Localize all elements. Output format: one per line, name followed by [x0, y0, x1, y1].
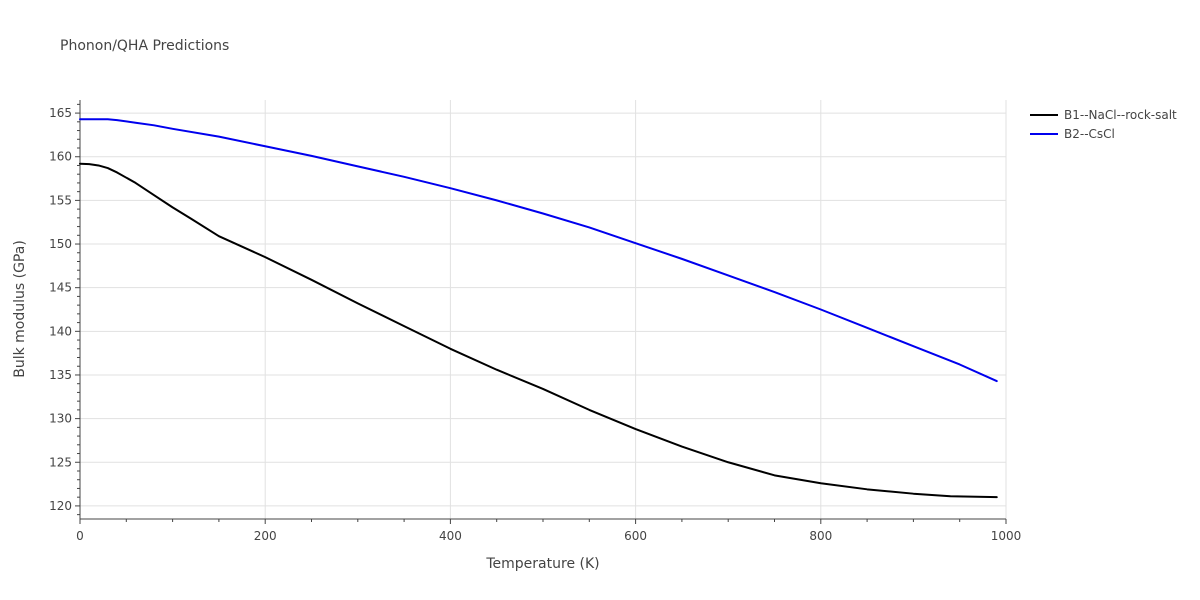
y-tick-label: 135: [49, 368, 72, 382]
legend: B1--NaCl--rock-salt B2--CsCl: [1030, 108, 1177, 141]
y-tick-label: 125: [49, 455, 72, 469]
series-lines: [79, 118, 998, 499]
x-tick-label: 1000: [991, 529, 1022, 543]
series-line-1: [79, 162, 998, 499]
y-tick-label: 130: [49, 412, 72, 426]
x-tick-label: 600: [624, 529, 647, 543]
chart-title: Phonon/QHA Predictions: [60, 38, 229, 54]
x-tick-label: 0: [76, 529, 84, 543]
x-tick-label: 800: [809, 529, 832, 543]
x-tick-label: 200: [254, 529, 277, 543]
grid-lines: [80, 100, 1007, 519]
y-tick-label: 145: [49, 281, 72, 295]
y-axis-title: Bulk modulus (GPa): [12, 240, 28, 378]
y-tick-label: 140: [49, 324, 72, 338]
x-tick-label: 400: [439, 529, 462, 543]
y-tick-label: 120: [49, 499, 72, 513]
x-axis-title: Temperature (K): [485, 556, 599, 572]
legend-label: B2--CsCl: [1064, 127, 1115, 141]
legend-label: B1--NaCl--rock-salt: [1064, 108, 1177, 122]
y-tick-label: 155: [49, 193, 72, 207]
y-tick-label: 165: [49, 106, 72, 120]
axes: 120 125 130 135 140 145 150 155 160 165 0 200 400 600…: [49, 100, 1021, 543]
y-tick-label: 160: [49, 150, 72, 164]
series-line-2: [79, 118, 998, 383]
y-tick-label: 150: [49, 237, 72, 251]
